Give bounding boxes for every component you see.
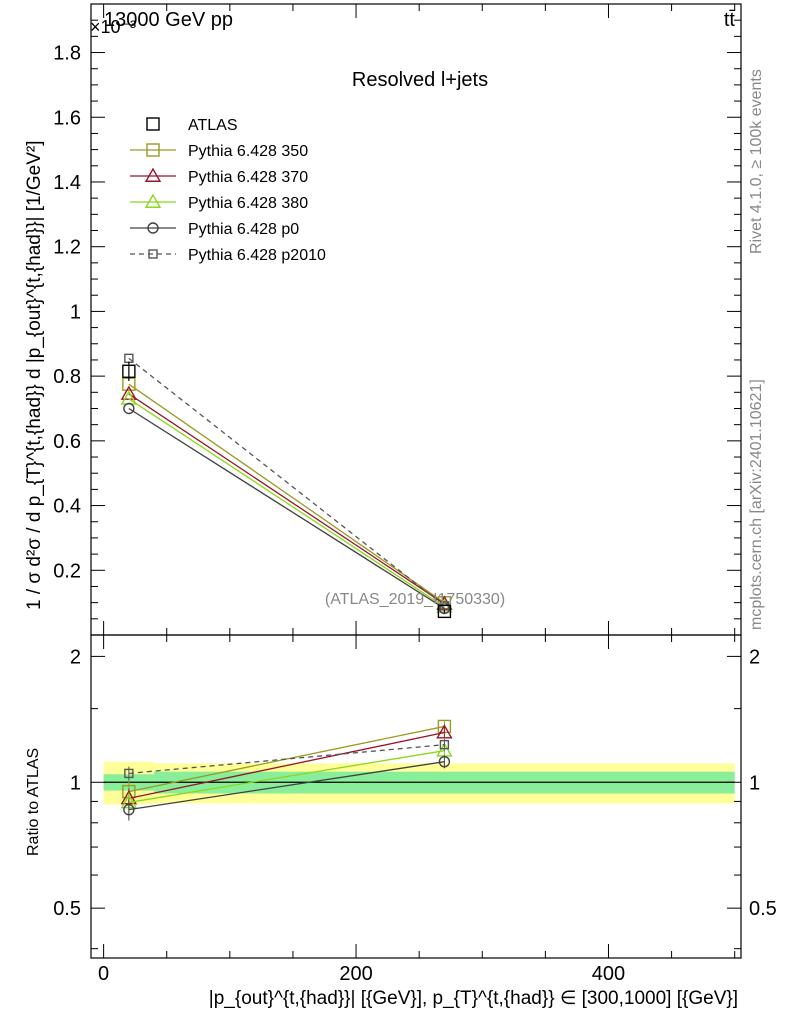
ratio-panel: 0 200 400 0.5 0.5 1 1 2 2 bbox=[53, 634, 777, 985]
series-line-2 bbox=[128, 398, 445, 608]
legend-marker-2 bbox=[144, 167, 162, 182]
y-axis-label: 1 / σ d²σ / d p_{T}^{t,{had}} d |p_{out}… bbox=[24, 140, 45, 610]
y-tick-label-2: 0.6 bbox=[53, 431, 81, 453]
ratio-marker-3-1 bbox=[438, 755, 451, 768]
legend-marker-4 bbox=[147, 222, 159, 234]
legend-marker-0 bbox=[146, 117, 160, 131]
y-tick-label-7: 1.6 bbox=[53, 107, 81, 129]
ratio-marker-1-1 bbox=[436, 724, 453, 739]
ratio-marker-4-0 bbox=[124, 768, 134, 779]
ratio-line-3 bbox=[128, 761, 445, 811]
ratio-line-1 bbox=[128, 731, 445, 800]
ratio-line-0 bbox=[128, 725, 445, 793]
legend-label-3: Pythia 6.428 380 bbox=[188, 195, 308, 212]
legend-label-1: Pythia 6.428 350 bbox=[188, 143, 308, 160]
legend-label-0: ATLAS bbox=[188, 117, 238, 134]
data-point-1 bbox=[437, 604, 452, 619]
y-tick-label-3: 0.8 bbox=[53, 366, 81, 388]
series-marker-3-0 bbox=[123, 402, 135, 415]
energy-label: 13000 GeV pp bbox=[104, 9, 233, 31]
series-marker-3-1 bbox=[438, 602, 451, 615]
y-tick-label-0: 0.2 bbox=[53, 560, 81, 582]
y-tick-label-5: 1.2 bbox=[53, 237, 81, 259]
ratio-tick-label-right-1: 1 bbox=[749, 772, 760, 794]
series-line-0 bbox=[128, 383, 445, 604]
ratio-frame bbox=[90, 634, 742, 959]
ratio-tick-label-0: 0.5 bbox=[53, 898, 81, 920]
ratio-y-axis-label: Ratio to ATLAS bbox=[25, 748, 42, 856]
ratio-line-2 bbox=[128, 750, 445, 804]
rivet-label: Rivet 4.1.0, ≥ 100k events bbox=[748, 69, 765, 254]
ratio-tick-label-right-0: 0.5 bbox=[749, 898, 777, 920]
analysis-tag: (ATLAS_2019_I1750330) bbox=[325, 591, 505, 608]
y-tick-label-6: 1.4 bbox=[53, 172, 81, 194]
ratio-marker-4-1 bbox=[439, 739, 450, 750]
y-tick-label-4: 1 bbox=[70, 301, 81, 323]
legend-marker-3 bbox=[144, 193, 162, 208]
process-label: tt̄ bbox=[724, 9, 736, 31]
series-line-3 bbox=[128, 407, 445, 610]
ratio-marker-3-0 bbox=[123, 803, 135, 816]
legend-label-4: Pythia 6.428 p0 bbox=[188, 221, 299, 238]
y-tick-label-8: 1.8 bbox=[53, 43, 81, 65]
legend: ATLAS Pythia 6.428 350 Pythia 6.428 370 Pyt… bbox=[130, 117, 326, 264]
chart-title: Resolved l+jets bbox=[352, 69, 488, 91]
legend-label-2: Pythia 6.428 370 bbox=[188, 169, 308, 186]
ratio-line-4 bbox=[128, 744, 445, 775]
x-axis-label: |p_{out}^{t,{had}}| [{GeV}], p_{T}^{t,{h… bbox=[209, 988, 738, 1009]
series-line-4 bbox=[128, 357, 445, 607]
main-frame bbox=[90, 3, 742, 636]
x-tick-label-2: 400 bbox=[592, 963, 625, 985]
x-tick-label-0: 0 bbox=[98, 963, 109, 985]
main-panel: 0.2 0.4 0.6 0.8 1 1.2 1.4 1.6 1.8 bbox=[53, 3, 742, 636]
legend-marker-1 bbox=[146, 143, 160, 157]
series-line-1 bbox=[128, 393, 445, 605]
ratio-tick-label-2: 2 bbox=[70, 646, 81, 668]
y-tick-label-1: 0.4 bbox=[53, 496, 81, 518]
ratio-tick-label-1: 1 bbox=[70, 772, 81, 794]
x-tick-label-1: 200 bbox=[339, 963, 372, 985]
legend-marker-5 bbox=[148, 249, 158, 259]
ratio-tick-label-right-2: 2 bbox=[749, 646, 760, 668]
mcplots-label: mcplots.cern.ch [arXiv:2401.10621] bbox=[748, 379, 765, 630]
exponent-label: ×10⁻³ bbox=[90, 17, 136, 37]
legend-label-5: Pythia 6.428 p2010 bbox=[188, 247, 326, 264]
data-point-0 bbox=[122, 364, 136, 378]
